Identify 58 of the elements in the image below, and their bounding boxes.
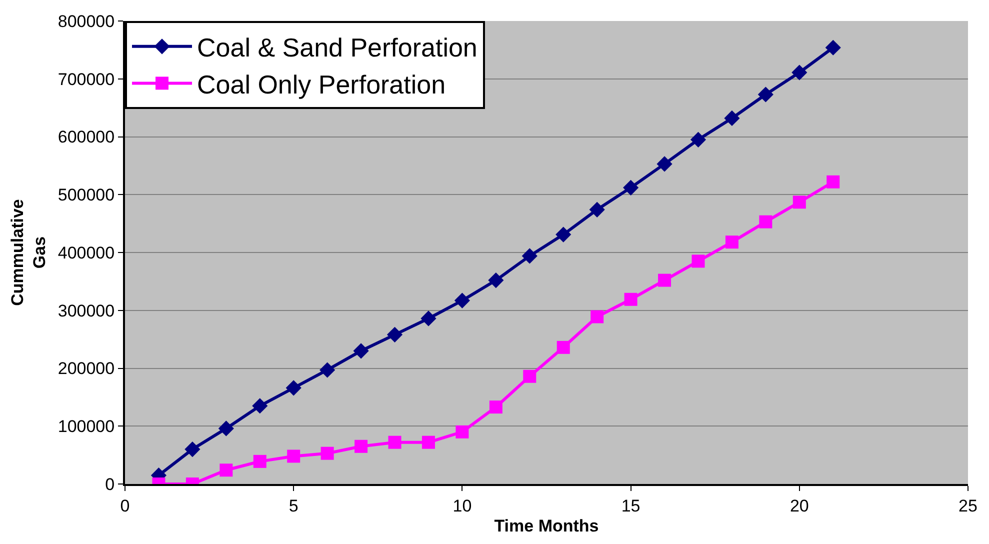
- x-tick-label: 10: [452, 496, 472, 516]
- point: [590, 310, 604, 324]
- y-tick-label: 0: [105, 474, 115, 494]
- point: [725, 236, 738, 249]
- point: [286, 380, 302, 396]
- point: [690, 132, 706, 148]
- point: [252, 398, 268, 414]
- point: [792, 196, 806, 209]
- x-tick-label: 0: [120, 496, 130, 516]
- y-tick-label: 200000: [58, 359, 115, 378]
- point: [556, 226, 572, 242]
- point: [623, 180, 639, 196]
- x-tick-label: 20: [790, 496, 809, 516]
- point: [320, 446, 334, 460]
- point: [792, 64, 808, 80]
- point: [656, 156, 672, 172]
- y-tick-label: 400000: [58, 243, 115, 262]
- point: [388, 436, 402, 449]
- point: [556, 340, 570, 354]
- point: [522, 248, 538, 264]
- x-tick-label: 15: [621, 496, 640, 516]
- point: [489, 400, 502, 414]
- x-tick-label: 5: [288, 496, 298, 516]
- point: [354, 440, 368, 453]
- y-axis-title: Cummulative Gas: [8, 199, 49, 306]
- y-tick-label: 800000: [58, 12, 115, 31]
- point: [184, 441, 200, 458]
- point: [353, 343, 369, 359]
- point: [386, 326, 403, 342]
- point: [218, 420, 234, 436]
- point: [320, 362, 336, 378]
- point: [825, 40, 841, 56]
- point: [220, 464, 233, 477]
- point: [658, 274, 672, 287]
- y-tick-label: 600000: [58, 128, 115, 147]
- point: [488, 272, 504, 288]
- point: [692, 254, 705, 268]
- point: [724, 110, 740, 126]
- legend-label: Coal & Sand Perforation: [197, 32, 478, 63]
- point: [523, 370, 536, 383]
- point: [422, 436, 435, 449]
- y-tick-label: 500000: [58, 186, 115, 205]
- point: [624, 292, 638, 306]
- point: [758, 86, 774, 102]
- point: [826, 175, 840, 188]
- x-tick-label: 25: [958, 496, 978, 516]
- y-tick-label: 700000: [58, 70, 115, 89]
- point: [287, 450, 300, 463]
- point: [253, 454, 266, 468]
- point: [420, 310, 436, 326]
- y-tick-label: 100000: [58, 417, 115, 436]
- point: [456, 425, 469, 438]
- point: [589, 202, 605, 218]
- legend-label: Coal Only Perforation: [197, 69, 446, 100]
- y-tick-label: 300000: [58, 301, 115, 320]
- point: [454, 292, 470, 308]
- point: [759, 215, 772, 228]
- x-axis-title: Time Months: [494, 516, 599, 536]
